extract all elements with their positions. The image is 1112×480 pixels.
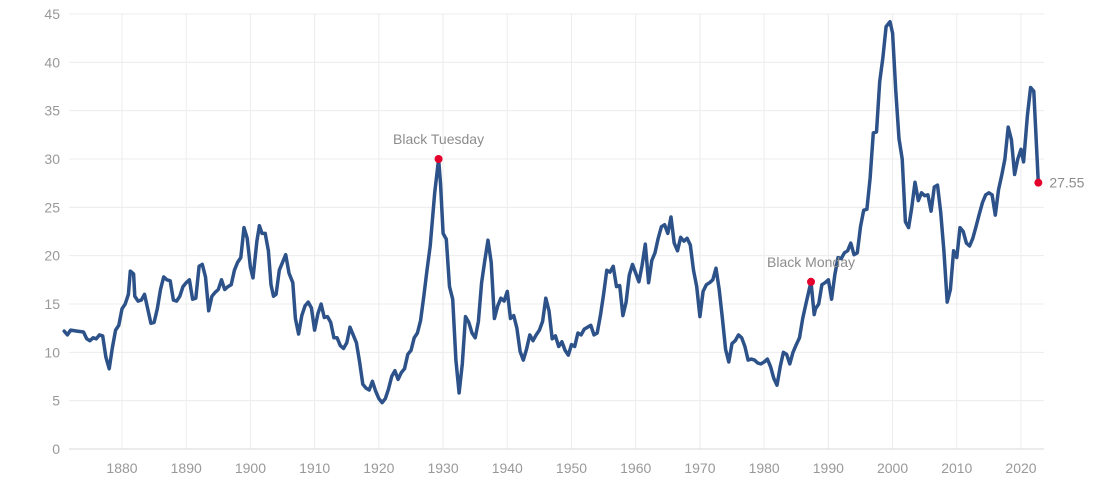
- y-tick-label: 5: [52, 393, 60, 409]
- x-tick-label: 2000: [877, 460, 908, 476]
- y-tick-label: 45: [44, 6, 60, 22]
- annotation-label: Black Tuesday: [393, 131, 484, 147]
- annotation-marker: [434, 155, 443, 163]
- x-tick-label: 1930: [427, 460, 458, 476]
- x-tick-label: 1950: [556, 460, 587, 476]
- x-tick-label: 1960: [620, 460, 651, 476]
- x-tick-label: 1940: [492, 460, 523, 476]
- x-tick-label: 1920: [363, 460, 394, 476]
- x-tick-label: 2020: [1005, 460, 1036, 476]
- y-tick-label: 15: [44, 296, 60, 312]
- x-tick-label: 1990: [813, 460, 844, 476]
- x-tick-label: 1970: [684, 460, 715, 476]
- x-tick-label: 1900: [235, 460, 266, 476]
- y-tick-label: 10: [44, 344, 60, 360]
- annotation-label: Black Monday: [767, 254, 855, 270]
- y-axis: 0 5 10 15 20 25 30 35 40 45: [44, 6, 60, 457]
- annotations: Black Tuesday Black Monday 27.55: [393, 131, 1085, 286]
- grid: [69, 13, 1044, 450]
- x-axis: 1880 1890 1900 1910 1920 1930 1940 1950 1960 1970…: [106, 460, 1036, 476]
- x-tick-label: 2010: [941, 460, 972, 476]
- y-tick-label: 30: [44, 151, 60, 167]
- series-line: [62, 19, 1041, 405]
- y-tick-label: 25: [44, 199, 60, 215]
- x-tick-label: 1980: [749, 460, 780, 476]
- x-tick-label: 1880: [106, 460, 137, 476]
- x-tick-label: 1890: [171, 460, 202, 476]
- y-tick-label: 20: [44, 248, 60, 264]
- y-tick-label: 40: [44, 54, 60, 70]
- annotation-marker: [807, 277, 816, 286]
- y-tick-label: 35: [44, 103, 60, 119]
- last-value-label: 27.55: [1049, 175, 1084, 191]
- y-tick-label: 0: [52, 441, 60, 457]
- x-tick-label: 1910: [299, 460, 330, 476]
- annotation-marker: [1034, 178, 1043, 187]
